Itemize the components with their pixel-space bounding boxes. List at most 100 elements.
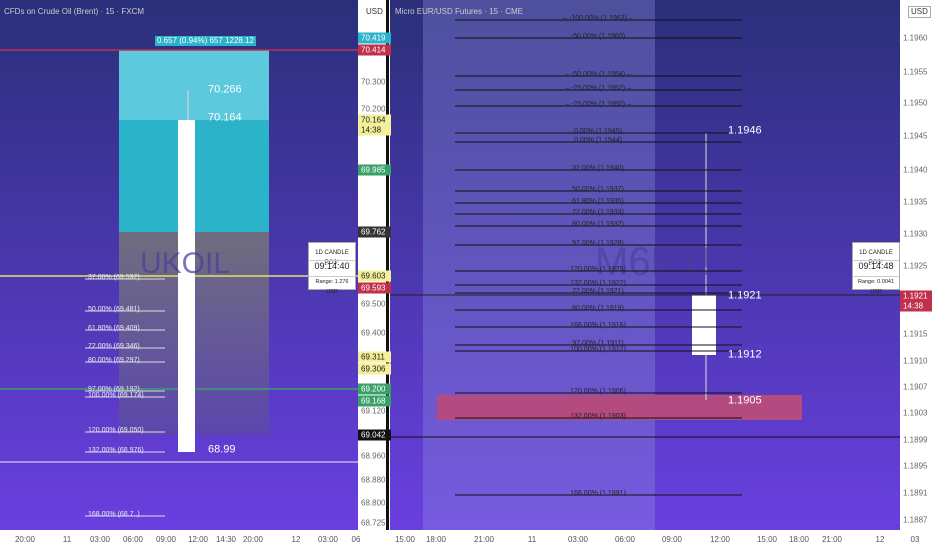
left-price-axis <box>358 0 388 530</box>
price-label: 68.960 <box>361 451 386 461</box>
time-label: 11 <box>62 535 72 544</box>
price-label: 14:38 <box>900 300 932 312</box>
price-label: 1.1887 <box>903 515 928 525</box>
info-title: 1D CANDLE PO3° <box>859 250 893 266</box>
price-label: 1.1903 <box>903 408 928 418</box>
fib-line <box>455 75 742 77</box>
price-label: 69.311 <box>358 351 391 363</box>
fib-label: 0.00% (1.1945) <box>574 128 622 135</box>
currency: USD <box>908 6 931 18</box>
fib-line <box>85 278 165 280</box>
price-note: 1.1905 <box>728 394 762 407</box>
time-label: 09:00 <box>155 535 177 544</box>
price-label: 1.1891 <box>903 488 928 498</box>
profit-zone <box>119 50 269 120</box>
price-label: 69.400 <box>361 328 386 338</box>
fib-line <box>85 431 165 433</box>
price-label: 1.1910 <box>903 356 928 366</box>
time-label: 06:00 <box>614 535 636 544</box>
price-note: 1.1912 <box>728 348 762 361</box>
fib-line <box>455 417 742 419</box>
price-label: 69.120 <box>361 406 386 416</box>
fib-label: 61.80% (1.1935) <box>572 198 624 205</box>
price-label: 69.593 <box>358 282 391 294</box>
fib-line <box>455 350 742 352</box>
time-label: 18:00 <box>788 535 810 544</box>
time-label: 03 <box>910 535 920 544</box>
fib-line <box>455 309 742 311</box>
position-label: 0.657 (0.94%) 657 1228.12 <box>155 36 256 46</box>
fib-label: 80.00% (1.1919) <box>572 305 624 312</box>
time-label: 15:00 <box>756 535 778 544</box>
fib-label: 168.00% (68.7..) <box>88 511 140 518</box>
fib-label: 50.00% (1.1937) <box>572 186 624 193</box>
fib-line <box>455 494 742 496</box>
time-label: 11 <box>527 535 537 544</box>
fib-label: 72.00% (69.346) <box>88 343 140 350</box>
price-note: 1.1946 <box>728 124 762 137</box>
price-label: 69.168 <box>358 395 391 407</box>
po3-candle <box>692 295 716 355</box>
fib-label: 80.00% (1.1932) <box>572 221 624 228</box>
price-note: 70.164 <box>208 111 242 124</box>
price-label: 69.306 <box>358 363 391 375</box>
time-label: 12 <box>291 535 301 544</box>
fib-label: 168.00% (1.1891) <box>570 490 626 497</box>
right-background <box>390 0 900 530</box>
price-label: 1.1895 <box>903 461 928 471</box>
price-label: 1.1950 <box>903 98 928 108</box>
fib-label: 132.00% (1.1922) <box>570 280 626 287</box>
fib-label: 97.00% (1.1928) <box>572 240 624 247</box>
fib-label: 0.00% (1.1944) <box>574 137 622 144</box>
fib-line <box>455 105 742 107</box>
fib-line <box>455 326 742 328</box>
watermark: M6E1! <box>595 240 711 284</box>
fib-line <box>85 310 165 312</box>
time-label: 06:00 <box>122 535 144 544</box>
fib-label: 72.00% (1.1921) <box>572 288 624 295</box>
po3-candle <box>178 120 195 452</box>
fib-label: 80.00% (69.297) <box>88 357 140 364</box>
time-label: 03:00 <box>567 535 589 544</box>
info-timer: 09:14:48 <box>853 260 899 271</box>
price-label: 69.500 <box>361 299 386 309</box>
currency: USD <box>366 7 383 16</box>
fib-label: 100.00% (1.1912) <box>570 346 626 353</box>
price-label: 69.603 <box>358 270 391 282</box>
fib-line <box>455 169 742 171</box>
price-label: 70.414 <box>358 44 391 56</box>
time-label: 20:00 <box>14 535 36 544</box>
info-title: 1D CANDLE PO3° <box>315 250 349 266</box>
price-label: 70.164 <box>358 114 391 126</box>
watermark: UKOIL <box>140 247 231 280</box>
fib-line <box>455 344 742 346</box>
fib-label: 120.00% (1.1925) <box>570 266 626 273</box>
price-label: 69.985 <box>358 164 391 176</box>
fib-line <box>85 347 165 349</box>
time-label: 21:00 <box>473 535 495 544</box>
right-price-axis <box>900 0 932 530</box>
price-label: 1.1960 <box>903 33 928 43</box>
fib-label: 32.00% (1.1940) <box>572 165 624 172</box>
price-note: 70.266 <box>208 83 242 96</box>
fib-line <box>455 225 742 227</box>
time-label: 12:00 <box>709 535 731 544</box>
fib-label: -50.00% (1.1960) <box>570 33 626 40</box>
price-label: 14:38 <box>358 124 391 136</box>
fib-label: 120.00% (69.050) <box>88 427 144 434</box>
price-note: 1.1921 <box>728 289 762 302</box>
chart-title: Micro EUR/USD Futures · 15 · CME <box>395 7 524 16</box>
time-label: 14:30 <box>215 535 237 544</box>
price-label: 69.762 <box>358 226 391 238</box>
price-label: 1.1915 <box>903 329 928 339</box>
time-label: 21:00 <box>821 535 843 544</box>
price-label: 1.1940 <box>903 165 928 175</box>
fib-label: 120.00% (1.1906) <box>570 388 626 395</box>
fib-line <box>455 202 742 204</box>
price-label: 70.419 <box>358 32 391 44</box>
fib-line <box>85 451 165 453</box>
fib-label: 132.00% (1.1903) <box>570 413 626 420</box>
fib-label: 168.00% (1.1916) <box>570 322 626 329</box>
